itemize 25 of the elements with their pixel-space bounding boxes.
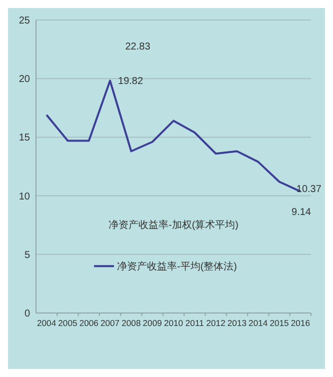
x-tick-label: 2006: [79, 318, 99, 328]
x-tick-label: 2014: [248, 318, 268, 328]
y-tick-label: 20: [18, 74, 30, 86]
x-tick-label: 2009: [142, 318, 162, 328]
x-tick-label: 2004: [37, 318, 56, 328]
x-tick-label: 2013: [227, 318, 247, 328]
x-tick-label: 2007: [100, 318, 120, 328]
annotation: 10.37: [296, 184, 322, 195]
annotation: 净资产收益率-加权(算术平均): [108, 219, 238, 232]
x-tick-label: 2008: [122, 318, 141, 328]
x-tick-label: 2016: [290, 318, 310, 328]
annotation: 9.14: [292, 206, 312, 218]
x-tick-label: 2012: [206, 318, 226, 328]
y-tick-label: 0: [24, 308, 30, 320]
annotation: 22.83: [125, 41, 151, 52]
x-tick-label: 2005: [58, 318, 78, 328]
x-tick-label: 2010: [164, 318, 184, 328]
y-tick-label: 10: [18, 191, 30, 202]
y-tick-label: 5: [24, 250, 30, 261]
y-tick-label: 15: [18, 132, 30, 144]
legend-label: 净资产收益率-平均(整体法): [117, 260, 237, 273]
annotation: 19.82: [118, 76, 144, 88]
x-tick-label: 2011: [185, 318, 204, 328]
y-tick-label: 25: [18, 16, 30, 26]
x-tick-label: 2015: [270, 318, 290, 328]
